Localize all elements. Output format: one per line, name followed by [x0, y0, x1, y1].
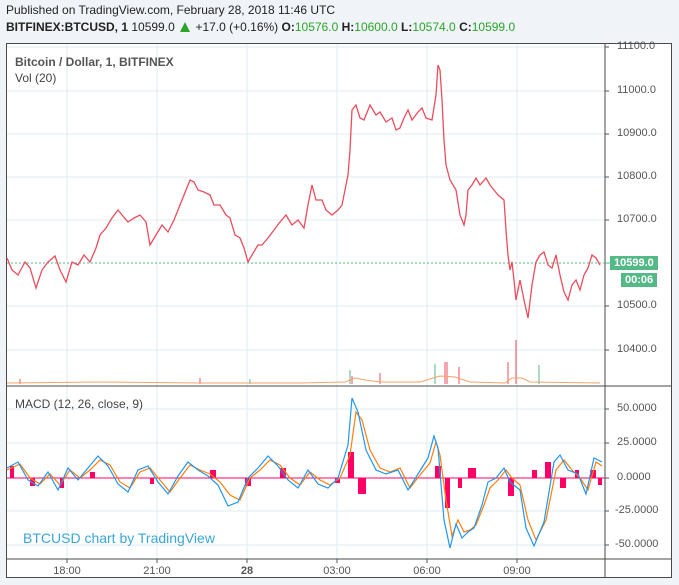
x-tick-28: 28	[240, 565, 254, 577]
x-tick-0600: 06:00	[413, 565, 441, 577]
last-price: 10599.0	[131, 20, 175, 34]
macd-tick-50: 50.0000	[617, 402, 657, 414]
open-label: O:	[281, 20, 295, 34]
symbol-quote-line: BITFINEX:BTCUSD, 1 10599.0 +17.0 (+0.16%…	[6, 20, 515, 34]
high-value: 10600.0	[354, 20, 398, 34]
low-value: 10574.0	[412, 20, 456, 34]
y-tick-11000: 11000.0	[617, 84, 656, 96]
volume-bars	[6, 340, 601, 384]
x-tick-2100: 21:00	[143, 565, 171, 577]
high-label: H:	[341, 20, 355, 34]
macd-tick-0: 0.0000	[617, 471, 651, 483]
axis-ticks	[66, 46, 609, 563]
y-tick-10500: 10500.0	[617, 299, 657, 311]
macd-tick-minus25: -25.0000	[615, 504, 659, 516]
y-tick-10800: 10800.0	[617, 170, 657, 182]
close-value: 10599.0	[471, 20, 516, 34]
last-price-tag: 10599.0	[610, 256, 658, 270]
x-tick-1800: 18:00	[53, 565, 81, 577]
macd-line	[6, 397, 603, 549]
signal-line	[6, 410, 603, 542]
y-tick-11100: 11100.0	[617, 40, 656, 52]
bar-countdown-tag: 00:06	[621, 273, 658, 287]
y-tick-10900: 10900.0	[617, 127, 657, 139]
macd-tick-minus50: -50.0000	[615, 538, 659, 550]
volume-legend[interactable]: Vol (20)	[15, 71, 57, 85]
x-tick-0900: 09:00	[503, 565, 531, 577]
price-grid	[7, 44, 605, 559]
y-tick-10700: 10700.0	[617, 213, 657, 225]
x-tick-0300: 03:00	[323, 565, 351, 577]
tradingview-watermark: BTCUSD chart by TradingView	[23, 530, 215, 546]
chart-frame[interactable]	[6, 43, 672, 578]
open-value: 10576.0	[294, 20, 339, 34]
published-line: Published on TradingView.com, February 2…	[6, 3, 336, 17]
y-tick-10400: 10400.0	[617, 343, 657, 355]
symbol-label: BITFINEX:BTCUSD, 1	[6, 20, 129, 34]
macd-legend[interactable]: MACD (12, 26, close, 9)	[15, 397, 144, 411]
macd-tick-25: 25.0000	[617, 436, 657, 448]
up-triangle-icon	[180, 22, 191, 32]
low-label: L:	[401, 20, 413, 34]
main-series-legend[interactable]: Bitcoin / Dollar, 1, BITFINEX	[15, 55, 174, 69]
price-candles	[6, 64, 601, 319]
price-change: +17.0 (+0.16%)	[195, 20, 279, 34]
close-label: C:	[459, 20, 472, 34]
